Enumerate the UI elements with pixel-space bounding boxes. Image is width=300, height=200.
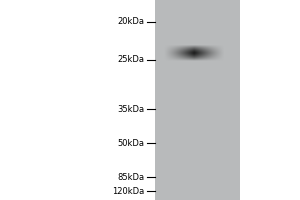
Text: 50kDa: 50kDa [117, 138, 144, 148]
Text: 20kDa: 20kDa [117, 18, 144, 26]
Bar [154, 0, 240, 200]
Text: 25kDa: 25kDa [117, 55, 144, 64]
Text: 85kDa: 85kDa [117, 172, 144, 182]
Text: 120kDa: 120kDa [112, 186, 144, 196]
Text: 35kDa: 35kDa [117, 104, 144, 114]
